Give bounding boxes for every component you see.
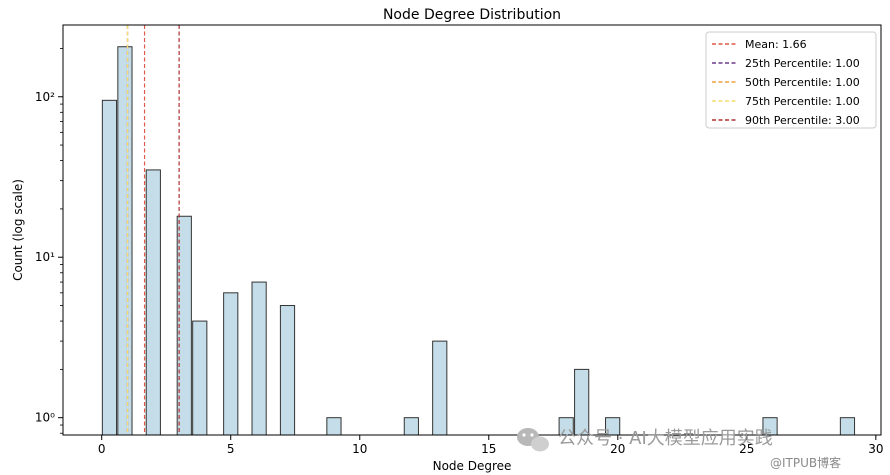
legend-label: Mean: 1.66 [745,38,807,51]
histogram-bar [403,417,419,436]
legend-box [705,31,877,129]
legend-label: 50th Percentile: 1.00 [745,76,860,89]
watermark: 公众号 · AI大模型应用实践 @ITPUB博客 [517,428,841,470]
histogram-bar [101,99,118,436]
y-tick-label: 10⁰ [35,411,55,425]
x-axis-label: Node Degree [433,459,512,473]
watermark-text: 公众号 · AI大模型应用实践 [558,428,773,449]
x-tick-label: 0 [98,442,106,456]
mean-percentile-lines [126,25,180,435]
legend-label: 75th Percentile: 1.00 [745,95,860,108]
histogram-bar [574,368,590,436]
histogram-bar [192,320,208,436]
x-tick-label: 25 [739,442,754,456]
legend: Mean: 1.66 25th Percentile: 1.00 50th Perc… [705,31,877,129]
histogram-bar [145,169,161,436]
legend-label: 90th Percentile: 3.00 [745,114,860,127]
x-tick-label: 10 [352,442,367,456]
histogram-bar [326,417,342,436]
histogram-bar [432,340,448,436]
watermark-sub: @ITPUB博客 [770,455,841,470]
chart-title: Node Degree Distribution [383,7,561,23]
plot-area-frame [62,24,882,436]
bars-layer [101,46,856,436]
histogram-bar [223,292,239,436]
x-tick-label: 30 [868,442,883,456]
x-tick-label: 20 [610,442,625,456]
y-axis-ticks: 10⁰ 10¹ 10² [35,48,63,434]
x-tick-label: 15 [481,442,496,456]
histogram-bar [117,46,133,436]
histogram-bar [251,281,267,436]
y-axis-label: Count (log scale) [11,179,25,281]
x-axis-ticks: 0 5 10 15 20 25 30 [98,435,883,456]
wechat-icon [517,428,549,452]
x-tick-label: 5 [227,442,235,456]
y-tick-label: 10² [35,90,55,104]
y-tick-label: 10¹ [35,250,55,264]
legend-items: Mean: 1.66 25th Percentile: 1.00 50th Perc… [712,38,860,127]
histogram-bar [839,417,856,436]
legend-label: 25th Percentile: 1.00 [745,57,860,70]
histogram-bar [279,305,296,436]
